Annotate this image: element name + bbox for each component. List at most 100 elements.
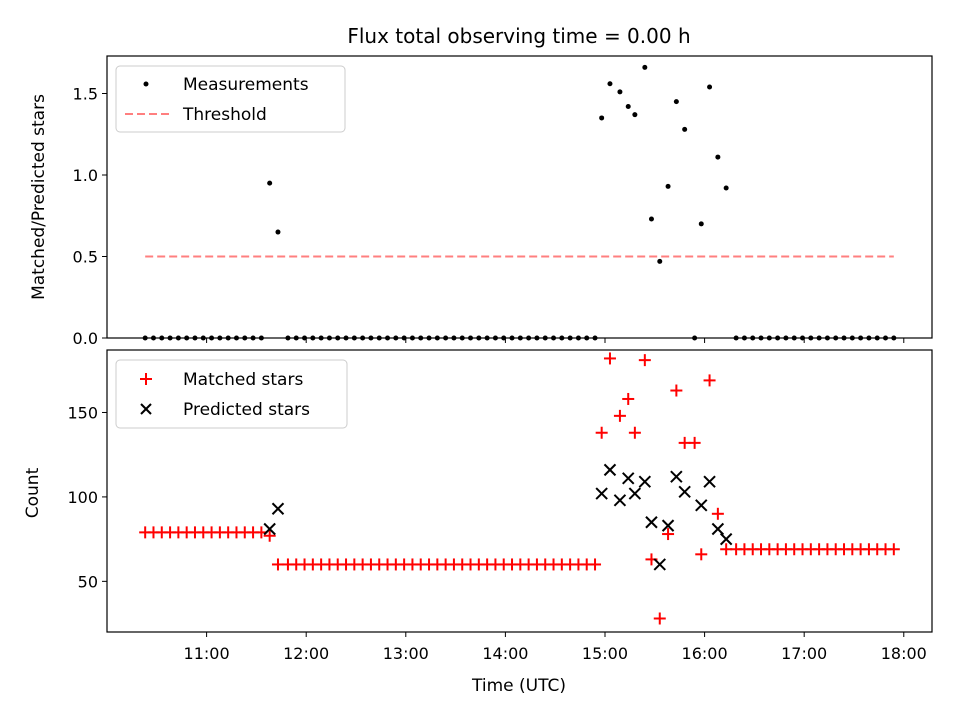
measurement-point bbox=[233, 335, 239, 341]
measurement-point bbox=[476, 335, 482, 341]
measurement-point bbox=[741, 335, 747, 341]
measurement-point bbox=[526, 335, 532, 341]
predicted-marker-b bbox=[711, 522, 725, 536]
measurement-point bbox=[175, 335, 181, 341]
measurement-point bbox=[567, 335, 573, 341]
measurement-point bbox=[468, 335, 474, 341]
x-tick-label: 16:00 bbox=[682, 644, 728, 663]
measurement-point bbox=[632, 112, 638, 118]
measurement-point bbox=[209, 335, 215, 341]
measurement-point bbox=[434, 335, 440, 341]
matched-star-point bbox=[263, 529, 276, 542]
predicted-star-point bbox=[271, 502, 285, 515]
legend-matched-label: Matched stars bbox=[183, 370, 303, 390]
predicted-marker-b bbox=[595, 487, 608, 500]
measurement-point bbox=[401, 335, 407, 341]
measurement-point bbox=[335, 335, 341, 341]
matched-star-point bbox=[589, 558, 602, 571]
predicted-marker-b bbox=[263, 522, 276, 536]
measurement-point bbox=[159, 335, 165, 341]
measurement-point bbox=[310, 335, 316, 341]
predicted-star-point bbox=[645, 516, 658, 529]
predicted-star-point bbox=[603, 463, 617, 477]
top-legend: Measurements Threshold bbox=[115, 65, 346, 133]
predicted-star-point bbox=[703, 475, 716, 488]
matched-star-point bbox=[638, 354, 651, 367]
x-tick-label: 11:00 bbox=[184, 644, 230, 663]
measurement-point bbox=[642, 64, 648, 70]
measurement-point bbox=[225, 335, 231, 341]
measurement-point bbox=[534, 335, 540, 341]
predicted-marker-b bbox=[653, 558, 666, 571]
measurement-point bbox=[733, 335, 739, 341]
matched-star-point bbox=[653, 612, 666, 625]
measurement-point bbox=[559, 335, 565, 341]
bottom-legend-box bbox=[115, 359, 348, 429]
measurement-point bbox=[343, 335, 349, 341]
predicted-marker-b bbox=[628, 487, 642, 500]
measurement-point bbox=[368, 335, 374, 341]
measurement-point bbox=[791, 335, 797, 341]
measurement-point bbox=[192, 335, 198, 341]
predicted-marker-b bbox=[719, 532, 733, 546]
predicted-marker-b bbox=[645, 516, 658, 529]
measurement-point bbox=[318, 335, 324, 341]
measurement-point bbox=[360, 335, 366, 341]
bottom-y-tick-label: 100 bbox=[67, 488, 98, 507]
predicted-marker-b bbox=[695, 499, 708, 512]
measurement-point bbox=[217, 335, 223, 341]
measurement-point bbox=[883, 335, 889, 341]
measurement-point bbox=[258, 335, 264, 341]
legend-predicted-marker bbox=[140, 403, 152, 415]
top-y-axis: 0.0 0.5 1.0 1.5 bbox=[73, 84, 107, 348]
x-axis-label: Time (UTC) bbox=[471, 676, 566, 696]
matched-star-point bbox=[662, 528, 675, 541]
measurement-point bbox=[866, 335, 872, 341]
measurement-point bbox=[707, 84, 713, 90]
measurement-point bbox=[385, 335, 391, 341]
measurement-point bbox=[874, 335, 880, 341]
top-panel: 0.0 0.5 1.0 1.5 Matched/Predicted stars Mea… bbox=[29, 55, 933, 348]
measurement-point bbox=[351, 335, 357, 341]
x-tick-label: 13:00 bbox=[383, 644, 429, 663]
top-y-tick-label: 1.0 bbox=[73, 166, 98, 185]
measurement-point bbox=[758, 335, 764, 341]
measurement-point bbox=[665, 183, 671, 189]
measurement-point bbox=[267, 180, 273, 186]
measurement-point bbox=[673, 99, 679, 105]
measurement-point bbox=[492, 335, 498, 341]
predicted-marker-b bbox=[670, 470, 683, 483]
measurement-point bbox=[824, 335, 830, 341]
measurement-point bbox=[808, 335, 814, 341]
measurement-point bbox=[242, 335, 248, 341]
matched-stars-series bbox=[139, 352, 900, 625]
measurement-point bbox=[800, 335, 806, 341]
top-y-axis-label: Matched/Predicted stars bbox=[29, 94, 49, 300]
matched-star-point bbox=[622, 392, 635, 405]
x-tick-label: 18:00 bbox=[881, 644, 927, 663]
matched-star-point bbox=[688, 436, 701, 449]
legend-threshold-label: Threshold bbox=[182, 105, 267, 125]
legend-matched-marker bbox=[140, 373, 152, 385]
measurement-point bbox=[657, 258, 663, 264]
predicted-marker-b bbox=[271, 502, 285, 515]
predicted-marker-b bbox=[613, 494, 627, 507]
measurement-point bbox=[393, 335, 399, 341]
measurement-point bbox=[723, 185, 729, 191]
predicted-star-point bbox=[661, 519, 675, 532]
predicted-star-point bbox=[622, 472, 635, 485]
measurement-point bbox=[501, 335, 507, 341]
bottom-y-axis: 50 100 150 bbox=[67, 403, 107, 591]
measurement-point bbox=[715, 154, 721, 160]
measurement-point bbox=[293, 335, 299, 341]
matched-star-point bbox=[613, 409, 626, 422]
measurement-point bbox=[275, 229, 281, 235]
measurement-point bbox=[584, 335, 590, 341]
measurement-point bbox=[542, 335, 548, 341]
measurement-point bbox=[891, 335, 897, 341]
legend-measurements-label: Measurements bbox=[183, 75, 309, 95]
chart-title: Flux total observing time = 0.00 h bbox=[347, 24, 690, 48]
matched-star-point bbox=[628, 426, 641, 439]
measurement-point bbox=[783, 335, 789, 341]
